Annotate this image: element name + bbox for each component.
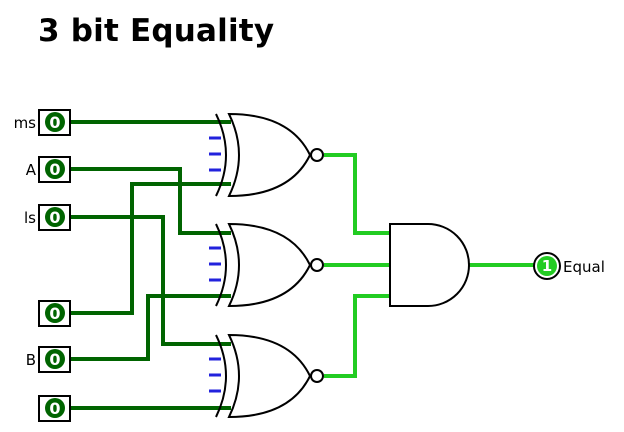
- input-pin-a-value: 0: [49, 160, 60, 179]
- wire-a-to-xnor2[interactable]: [68, 167, 231, 235]
- input-pin-b[interactable]: 0: [38, 346, 71, 373]
- input-label-ls: ls: [24, 209, 36, 227]
- input-pin-ls[interactable]: 0: [38, 204, 71, 231]
- input-pin-b0-value: 0: [49, 399, 60, 418]
- output-label-equal: Equal: [563, 258, 605, 276]
- input-pin-ms[interactable]: 0: [38, 109, 71, 136]
- wire-ls-to-xnor3[interactable]: [68, 215, 231, 346]
- output-pin-equal[interactable]: 1: [533, 252, 561, 280]
- inverter-bubble: [310, 369, 324, 383]
- xnor-gate-2[interactable]: [209, 222, 324, 308]
- inverter-bubble: [310, 258, 324, 272]
- inverter-bubble: [310, 148, 324, 162]
- input-wires: [68, 120, 231, 410]
- output-wires: [324, 153, 538, 378]
- negated-input-ticks: [209, 246, 221, 282]
- negated-input-ticks: [209, 136, 221, 172]
- input-label-a: A: [26, 161, 37, 179]
- wire-xnor3-to-and[interactable]: [324, 294, 392, 378]
- input-pin-a[interactable]: 0: [38, 156, 71, 183]
- and-gate[interactable]: [389, 223, 470, 307]
- input-pin-b0[interactable]: 0: [38, 395, 71, 422]
- input-pin-ls-value: 0: [49, 208, 60, 227]
- wire-b-to-xnor2[interactable]: [68, 294, 231, 361]
- negated-input-ticks: [209, 357, 221, 393]
- input-label-ms: ms: [14, 114, 37, 132]
- xnor-gate-1[interactable]: [209, 112, 324, 198]
- wire-xnor1-to-and[interactable]: [324, 153, 392, 235]
- wire-b2-to-xnor1[interactable]: [68, 182, 231, 315]
- input-pin-b2[interactable]: 0: [38, 300, 71, 327]
- output-pin-equal-value: 1: [542, 257, 552, 275]
- xnor-gate-3[interactable]: [209, 333, 324, 419]
- input-label-b: B: [26, 351, 36, 369]
- page-title: 3 bit Equality: [38, 13, 275, 49]
- input-pin-b-value: 0: [49, 350, 60, 369]
- input-pin-b2-value: 0: [49, 304, 60, 323]
- input-pin-ms-value: 0: [49, 113, 60, 132]
